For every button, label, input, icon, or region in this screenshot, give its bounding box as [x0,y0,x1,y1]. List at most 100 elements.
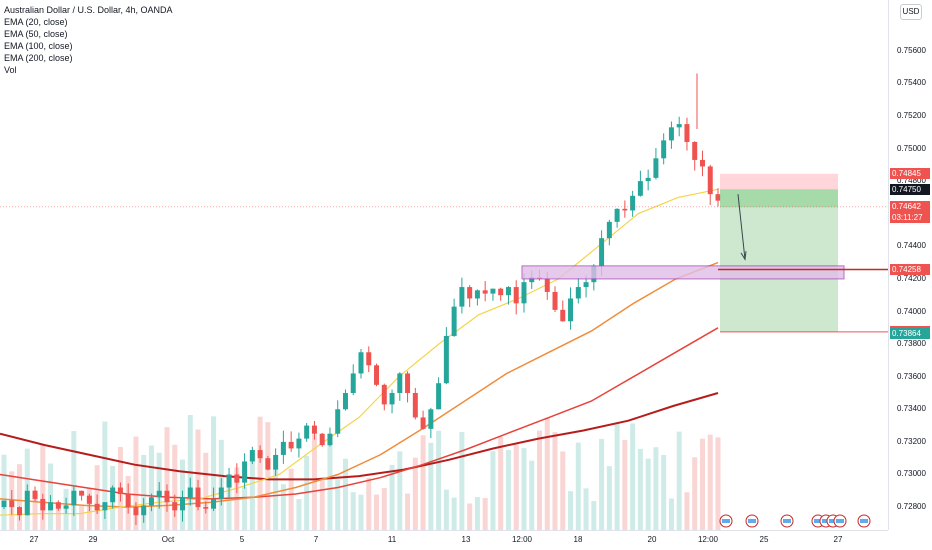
candle-body [405,373,411,393]
volume-bar [141,454,147,530]
candle-body [1,500,7,508]
volume-bar [133,436,139,530]
candle-body [366,352,372,366]
time-tick-label: 18 [573,535,583,544]
candle-body [257,450,263,459]
volume-bar [490,451,496,530]
price-tick-label: 0.73200 [897,436,926,446]
candle-body [637,181,643,196]
volume-bar [583,488,589,530]
time-tick-label: 13 [461,535,471,544]
volume-bars [1,415,721,530]
time-tick-label: 29 [88,535,98,544]
candle-body [622,208,628,211]
volume-bar [451,497,457,530]
volume-bar [319,477,325,530]
price-tick-label: 0.74400 [897,241,926,251]
candle-body [467,287,473,299]
volume-bar [350,492,356,530]
candle-body [273,454,279,470]
candle-body [133,507,139,516]
volume-bar [1,454,7,530]
volume-bar [552,432,558,530]
volume-bar [389,464,395,530]
price-label: 0.74750 [890,183,930,195]
price-tick-label: 0.75200 [897,110,926,120]
volume-bar [358,494,364,530]
short-position-tool[interactable] [0,173,888,528]
countdown-label: 03:11:27 [890,212,930,224]
legend-ema50[interactable]: EMA (50, close) [4,29,68,39]
volume-bar [148,445,154,530]
candle-body [436,383,442,410]
candle-body [164,490,170,503]
candle-body [102,502,108,511]
volume-bar [707,434,713,530]
symbol-title[interactable]: Australian Dollar / U.S. Dollar, 4h, OAN… [4,5,173,15]
candle-body [560,309,566,322]
flag-icon [822,519,830,523]
candle-body [226,474,232,488]
candle-body [443,335,449,384]
volume-bar [606,466,612,530]
legend-vol[interactable]: Vol [4,65,17,75]
candle-body [661,140,667,159]
volume-bar [32,490,38,530]
volume-bar [164,427,170,530]
candle-body [630,195,636,211]
volume-bar [575,442,581,530]
candle-body [707,166,713,195]
flag-icon [783,519,791,523]
candle-body [148,497,154,506]
volume-bar [412,457,418,530]
ema200-line [0,392,719,481]
volume-bar [436,430,442,530]
volume-bar [273,457,279,530]
candle-body [490,288,496,294]
flag-icon [860,519,868,523]
price-tick-label: 0.73400 [897,404,926,414]
candle-body [40,498,46,511]
volume-bar [79,504,85,530]
entry-band [720,189,838,208]
price-tick-label: 0.75000 [897,143,926,153]
support-zone [521,265,845,280]
volume-bar [544,417,550,530]
volume-bar [405,493,411,530]
price-tick-label: 0.75400 [897,78,926,88]
volume-bar [699,438,705,530]
volume-bar [645,458,651,530]
legend-ema200[interactable]: EMA (200, close) [4,53,73,63]
time-tick-label: 25 [759,535,769,544]
volume-bar [505,449,511,530]
volume-bar [342,458,348,530]
volume-bar [684,492,690,530]
price-label: 0.74845 [890,168,930,180]
volume-bar [280,484,286,530]
candle-body [389,392,395,405]
volume-bar [71,431,77,530]
volume-bar [381,488,387,530]
candle-body [645,177,651,182]
legend-ema20[interactable]: EMA (20, close) [4,17,68,27]
volume-bar [420,435,426,530]
currency-button[interactable]: USD [900,4,922,20]
candle-body [249,450,255,462]
flag-icon [836,519,844,523]
stop-loss-zone [720,173,838,190]
candle-body [676,124,682,128]
volume-bar [482,498,488,530]
candle-body [342,392,348,410]
candle-body [71,490,77,506]
price-label: 0.73864 [890,328,930,340]
volume-bar [249,453,255,530]
legend-ema100[interactable]: EMA (100, close) [4,41,73,51]
candle-body [172,502,178,511]
candle-body [374,365,380,385]
candle-body [521,282,527,304]
candle-body [529,277,535,283]
candle-body [156,490,162,498]
candle-body [141,505,147,516]
volume-bar [203,452,209,530]
